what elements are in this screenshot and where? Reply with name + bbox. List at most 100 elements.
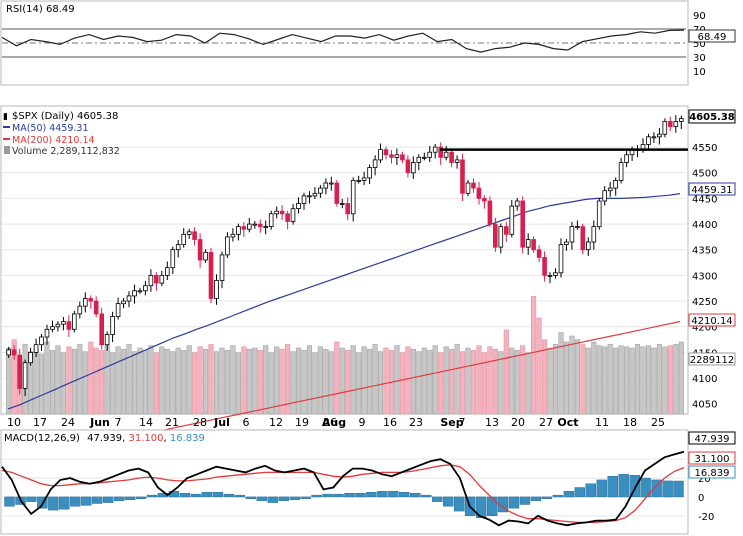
- volume-bar: [377, 351, 384, 415]
- candle-body: [432, 146, 438, 153]
- macd-histogram-bar: [289, 496, 300, 500]
- candle-body: [438, 146, 443, 158]
- candle-body: [607, 187, 613, 192]
- rsi-legend-box: [2, 2, 94, 14]
- volume-legend: Volume 2,289,112,832: [12, 146, 120, 157]
- candle-body: [225, 236, 230, 256]
- volume-bar: [509, 347, 515, 415]
- macd-histogram-bar: [410, 493, 421, 498]
- candle-body: [83, 298, 88, 307]
- last-price-label: 4605.38: [689, 112, 735, 123]
- candle-body: [542, 256, 547, 276]
- candle-body: [99, 313, 105, 346]
- candle-body: [219, 254, 225, 281]
- volume-bar: [328, 351, 334, 415]
- macd-histogram-bar: [618, 474, 629, 498]
- candle-body: [449, 151, 454, 163]
- candle-body: [575, 226, 580, 229]
- candle-body: [471, 182, 476, 189]
- macd-histogram-bar: [366, 492, 377, 498]
- macd-histogram-bar: [388, 491, 399, 498]
- volume-bar: [224, 350, 230, 415]
- price-tick-label: 4300: [692, 271, 717, 282]
- macd-histogram-bar: [629, 475, 640, 498]
- macd-histogram-bar: [607, 476, 618, 498]
- macd-legend-macd: 47.939: [87, 433, 122, 444]
- volume-bar: [350, 345, 356, 415]
- x-tick-label: Jun: [89, 416, 110, 429]
- x-tick-label: 16: [383, 416, 397, 429]
- volume-bar: [170, 351, 176, 415]
- volume-bar: [186, 345, 192, 415]
- candle-body: [104, 333, 110, 346]
- candle-body: [328, 182, 334, 185]
- volume-bar: [33, 347, 39, 415]
- candle-body: [164, 267, 170, 276]
- candle-body: [564, 241, 569, 245]
- candle-body: [569, 226, 575, 243]
- candle-body: [263, 226, 268, 229]
- candle-body: [230, 233, 236, 238]
- volume-bar: [454, 344, 460, 415]
- macd-histogram-bar: [81, 496, 92, 506]
- macd-histogram-bar: [102, 496, 114, 503]
- candle-body: [6, 349, 12, 356]
- volume-bar: [372, 344, 378, 415]
- price-tick-label: 4550: [692, 143, 717, 154]
- volume-bar: [520, 345, 526, 415]
- rsi-legend: RSI(14) 68.49: [6, 4, 75, 15]
- volume-bar: [279, 348, 285, 415]
- volume-bar: [443, 346, 449, 415]
- macd-histogram-bar: [300, 496, 311, 499]
- price-tick-label: 4200: [692, 323, 717, 334]
- candle-body: [591, 226, 597, 243]
- macd-histogram-bar: [311, 494, 322, 498]
- candle-body: [400, 154, 405, 161]
- candle-body: [443, 151, 449, 158]
- volume-bar: [88, 341, 94, 415]
- ma50-line: [7, 193, 681, 410]
- candle-body: [159, 274, 165, 284]
- candle-body: [39, 336, 44, 346]
- x-tick-label: 26: [323, 416, 337, 429]
- candle-body: [318, 187, 323, 194]
- volume-bar: [317, 346, 323, 415]
- volume-bar: [230, 345, 236, 415]
- macd-histogram-bar: [552, 494, 564, 498]
- macd-histogram-bar: [443, 496, 454, 507]
- volume-bar: [55, 345, 61, 415]
- macd-histogram-bar: [245, 496, 257, 499]
- volume-bar: [460, 351, 466, 415]
- x-tick-label: 28: [193, 416, 207, 429]
- volume-bar: [405, 346, 411, 415]
- volume-bar: [421, 347, 427, 415]
- rsi-current-label-box: [688, 29, 736, 43]
- macd-histogram-bar: [640, 477, 651, 498]
- macd-histogram-bar: [212, 492, 224, 498]
- candle-body: [465, 182, 471, 194]
- macd-histogram-bar: [70, 496, 81, 507]
- candle-body: [175, 244, 181, 251]
- volume-bar: [629, 347, 635, 415]
- volume-bar: [399, 352, 405, 415]
- volume-bar: [470, 350, 477, 415]
- volume-bar: [531, 296, 537, 415]
- candle-body: [646, 136, 651, 145]
- candle-body: [17, 354, 22, 389]
- rsi-tick-label: 10: [693, 67, 706, 78]
- macd-histogram-bar: [91, 496, 103, 504]
- volume-bar: [49, 350, 56, 415]
- candle-body: [383, 149, 389, 156]
- candle-body: [356, 179, 361, 182]
- macd-value-label-box: [688, 431, 736, 445]
- macd-histogram-bar: [201, 492, 213, 498]
- volume-bar: [487, 346, 493, 415]
- candle-body: [33, 344, 39, 353]
- macd-histogram-bar: [234, 494, 246, 498]
- volume-bar: [438, 352, 444, 415]
- candle-body: [487, 200, 493, 225]
- macd-histogram-bar: [530, 496, 542, 501]
- candle-body: [553, 272, 558, 276]
- volume-bar: [312, 352, 318, 415]
